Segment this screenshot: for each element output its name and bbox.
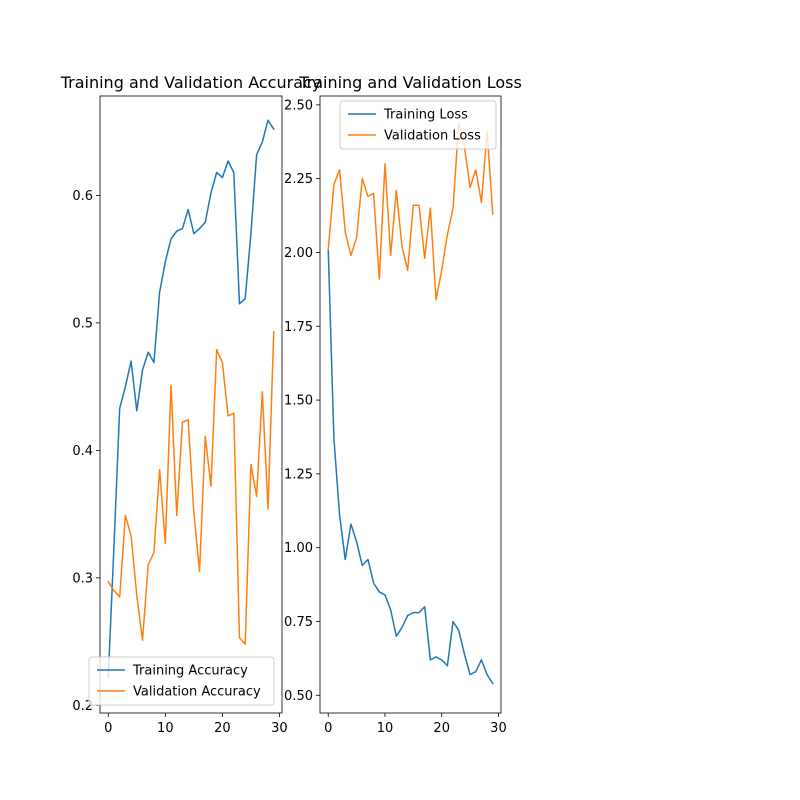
loss-y-tick-label: 2.00 [284,246,313,261]
loss-series-group [327,121,494,685]
loss-y-tick-label: 1.00 [284,541,313,556]
accuracy-series-group [107,119,275,679]
accuracy-x-tick-label: 20 [214,721,231,736]
loss-legend-label-0: Training Loss [383,108,468,123]
accuracy-x-tick-label: 10 [157,721,174,736]
loss-chart-title: Training and Validation Loss [298,73,522,92]
loss-x-tick-label: 20 [433,721,450,736]
loss-axes-frame [319,95,502,714]
loss-legend-label-1: Validation Loss [384,129,481,144]
accuracy-series-line-1 [107,331,275,645]
loss-series-line-1 [327,121,494,301]
loss-x-tick-label: 10 [377,721,394,736]
loss-y-tick-label: 1.75 [284,320,313,335]
accuracy-chart-title: Training and Validation Accuracy [60,73,322,92]
accuracy-legend: Training Accuracy Validation Accuracy [88,656,275,706]
accuracy-y-tick-label: 0.4 [72,444,93,459]
loss-x-tick-label: 0 [324,721,332,736]
loss-y-tick-label: 1.25 [284,467,313,482]
loss-y-tick-label: 0.75 [284,615,313,630]
loss-y-tick-label: 1.50 [284,394,313,409]
loss-x-tick-label: 30 [490,721,507,736]
accuracy-y-tick-label: 0.5 [72,316,93,331]
accuracy-legend-label-1: Validation Accuracy [133,685,261,700]
loss-panel: 0 10 20 30 0.50 0.75 1.00 1.25 1.50 1.75 2.00 2.25 2… [284,73,522,736]
accuracy-axes-frame [99,95,283,714]
loss-y-tick-label: 2.50 [284,98,313,113]
loss-legend-box [339,100,497,150]
loss-legend: Training Loss Validation Loss [339,100,497,150]
loss-series-line-0 [327,248,494,685]
loss-y-tick-label: 0.50 [284,689,313,704]
accuracy-x-tick-label: 30 [271,721,288,736]
accuracy-x-tick-label: 0 [104,721,112,736]
loss-y-tick-label: 2.25 [284,172,313,187]
accuracy-legend-label-0: Training Accuracy [132,664,248,679]
accuracy-panel: 0 10 20 30 0.2 0.3 0.4 0.5 0.6 Training and Valid… [60,73,322,736]
accuracy-y-tick-label: 0.3 [72,571,93,586]
accuracy-series-line-0 [107,119,275,679]
accuracy-legend-box [88,656,275,706]
accuracy-y-tick-label: 0.6 [72,189,93,204]
accuracy-y-tick-label: 0.2 [72,699,93,714]
